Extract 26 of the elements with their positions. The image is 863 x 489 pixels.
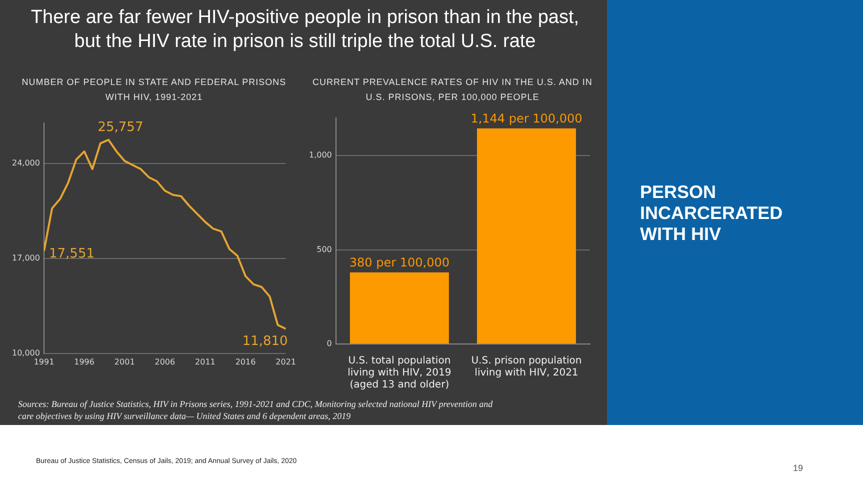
data-label: 1,144 per 100,000 — [470, 111, 582, 126]
text: There are far fewer HIV-positive people in prison than in the past, but the HIV rate in prison is still triple the total U.S. rate — [30, 6, 580, 54]
text: 19 — [793, 463, 804, 473]
annotation: 11,810 — [242, 334, 288, 350]
y-tick-label: 500 — [316, 244, 332, 254]
text: PERSON INCARCERATED WITH HIV — [640, 182, 784, 245]
x-tick-label: 2006 — [154, 357, 176, 366]
annotation: 25,757 — [98, 120, 144, 136]
y-tick-label: 24,000 — [12, 158, 40, 168]
y-tick-label: 10,000 — [12, 348, 40, 358]
x-tick-label: 2016 — [235, 357, 256, 366]
x-tick-label: U.S. prison population living with HIV, 2021 — [471, 356, 582, 379]
x-tick-label: 2011 — [195, 357, 216, 366]
x-tick-label: U.S. total population living with HIV, 2019 (aged 13 and older) — [348, 356, 452, 391]
source-note: Sources: Bureau of Justice Statistics, HIV in Prisons series, 1991-2021 and CDC, Monitoring selected national HIV prevention and care objectives by using HIV surveillance data— United States and 6 dependent areas, 2019 — [18, 398, 494, 422]
annotation: 17,551 — [48, 246, 94, 262]
y-tick-label: 0 — [326, 339, 332, 348]
chart-title: NUMBER OF PEOPLE IN STATE AND FEDERAL PRISONS WITH HIV, 1991-2021 — [20, 76, 288, 104]
chart-title: CURRENT PREVALENCE RATES OF HIV IN THE U.S. AND IN U.S. PRISONS, PER 100,000 PEOPLE — [312, 76, 594, 104]
x-tick-label: 1996 — [74, 357, 94, 366]
y-tick-label: 17,000 — [12, 254, 40, 263]
x-tick-label: 1991 — [34, 357, 54, 366]
x-tick-label: 2021 — [276, 357, 296, 366]
data-label: 380 per 100,000 — [349, 255, 450, 270]
x-tick-label: 2001 — [114, 357, 135, 366]
y-tick-label: 1,000 — [308, 150, 332, 160]
